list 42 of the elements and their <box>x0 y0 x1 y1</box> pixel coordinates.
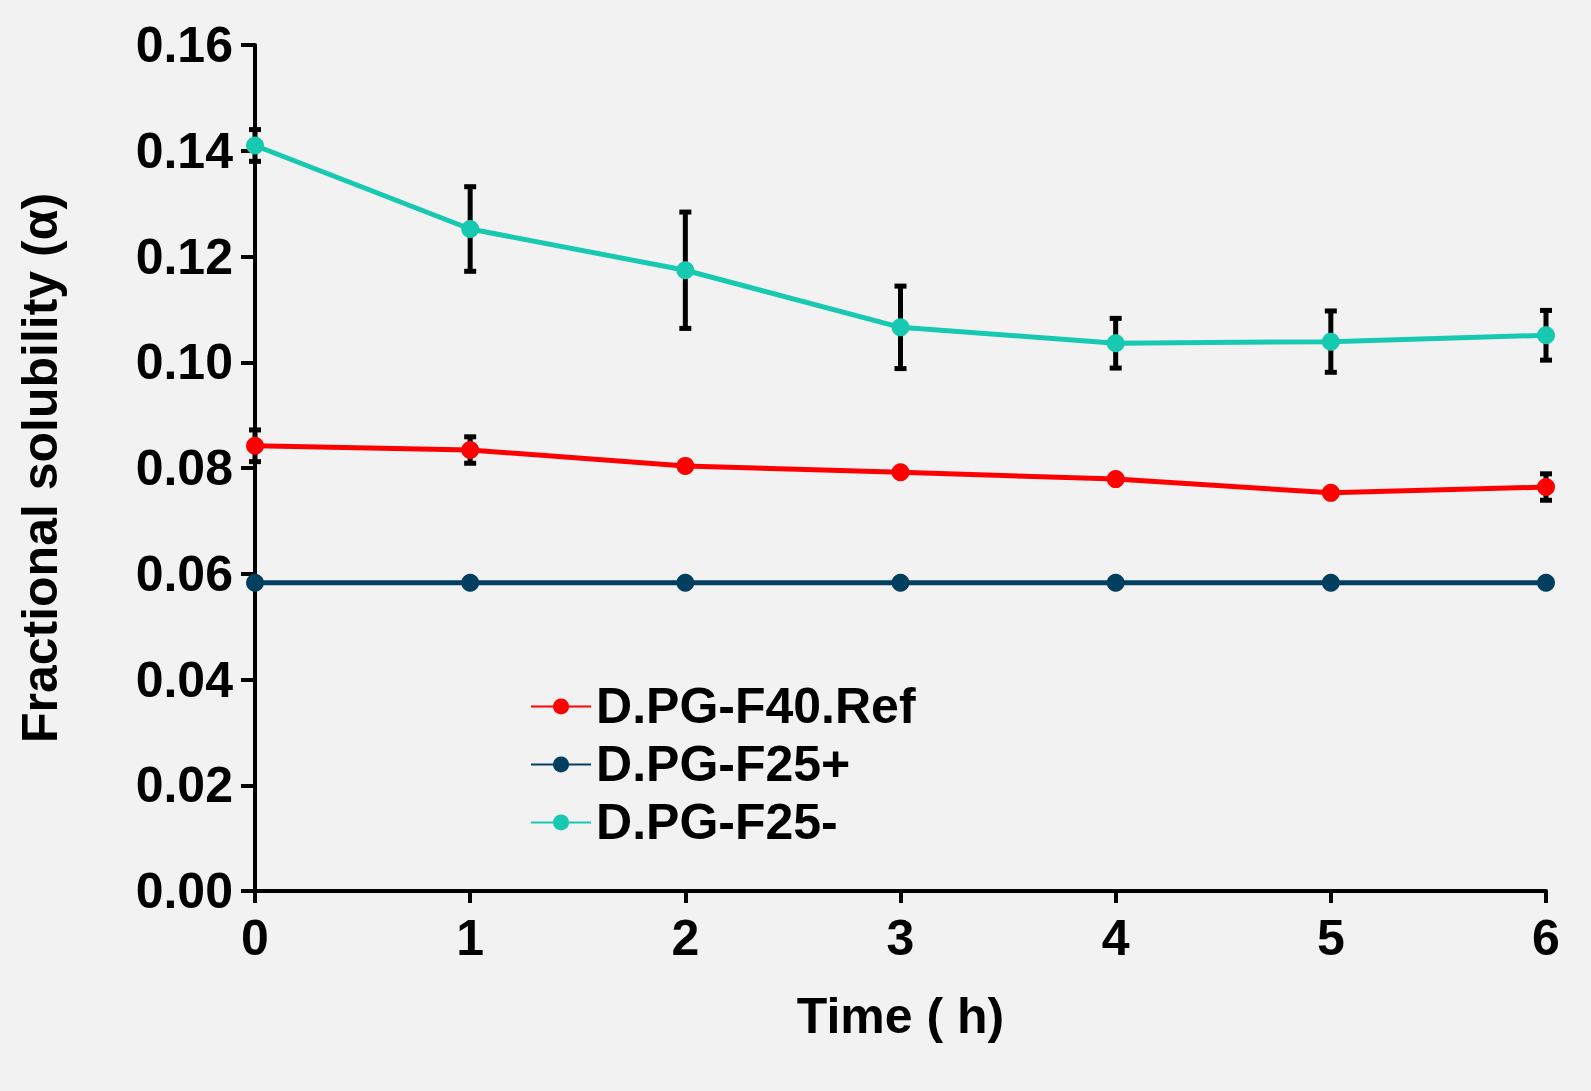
legend-label: D.PG-F25+ <box>596 736 851 793</box>
point <box>1537 478 1555 497</box>
point <box>1106 470 1125 489</box>
y-tick-label: 0.02 <box>135 757 233 814</box>
point <box>891 573 910 592</box>
x-axis-title: Time ( h) <box>796 988 1005 1044</box>
point <box>1106 334 1125 353</box>
point <box>676 573 695 592</box>
point <box>1106 573 1125 592</box>
x-tick-label: 0 <box>241 910 269 966</box>
point <box>676 261 695 280</box>
point <box>1321 332 1340 351</box>
point <box>891 463 910 482</box>
x-tick-label: 6 <box>1532 910 1560 966</box>
y-tick-label: 0.14 <box>135 122 234 179</box>
y-tick-label: 0.10 <box>135 334 233 391</box>
point <box>461 220 480 238</box>
y-tick-label: 0.16 <box>135 17 233 73</box>
x-tick-label: 2 <box>671 910 700 966</box>
point <box>1537 573 1555 592</box>
x-tick-label: 3 <box>886 910 915 966</box>
x-tick-label: 4 <box>1101 910 1130 966</box>
y-tick-label: 0.00 <box>135 863 233 919</box>
point <box>246 436 264 455</box>
y-tick-label: 0.12 <box>135 228 233 285</box>
y-tick-label: 0.04 <box>135 651 234 708</box>
point <box>461 441 480 460</box>
y-axis-title: Fractional solubility (α) <box>12 192 68 744</box>
x-tick-label: 1 <box>456 910 485 966</box>
point <box>676 456 695 475</box>
point <box>1321 483 1340 502</box>
x-tick-label: 5 <box>1316 910 1345 966</box>
point <box>246 573 264 592</box>
legend-label: D.PG-F25- <box>596 794 838 851</box>
legend-label: D.PG-F40.Ref <box>596 678 916 735</box>
point <box>1321 573 1340 592</box>
point <box>246 136 264 155</box>
y-tick-label: 0.08 <box>135 440 233 496</box>
y-tick-label: 0.06 <box>135 545 233 602</box>
point <box>1537 326 1555 345</box>
point <box>891 318 910 337</box>
point <box>461 573 480 592</box>
